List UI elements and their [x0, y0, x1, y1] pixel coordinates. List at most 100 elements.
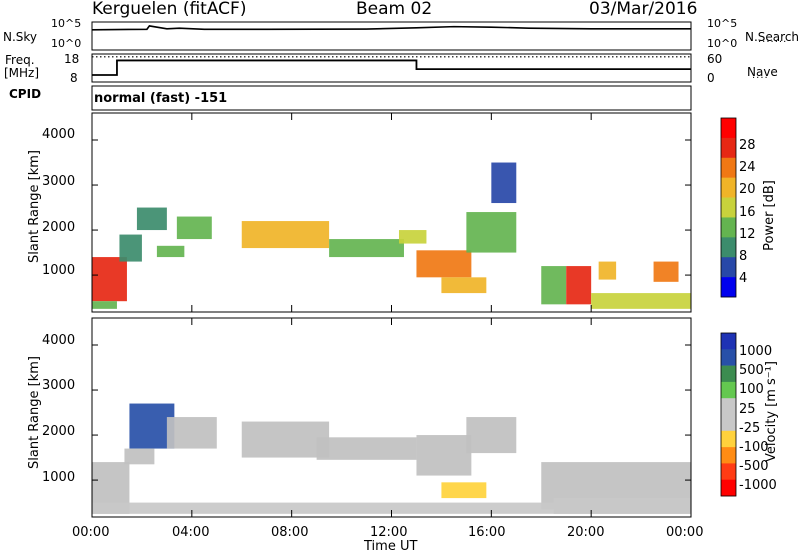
power-panel-frame	[91, 112, 692, 313]
velocity-ylabel: Slant Range [km]	[26, 356, 42, 469]
freq-panel-frame	[91, 53, 692, 83]
power-region-1	[92, 301, 117, 309]
velocity-cbar-frame	[720, 332, 737, 497]
power-region-10	[441, 277, 487, 294]
power-cbar-tick-8: 8	[739, 249, 748, 264]
velocity-cbar-swatch-1	[721, 349, 736, 366]
nave-legend-dots: ····	[752, 73, 769, 84]
velocity-cbar-swatch-2	[721, 365, 736, 383]
velocity-region-8	[466, 417, 517, 454]
freq-tick-bottom: 8	[70, 71, 78, 85]
power-region-0	[92, 257, 127, 302]
power-ylabel: Slant Range [km]	[26, 150, 42, 263]
power-cbar-swatch-5	[721, 217, 736, 238]
x-axis-label: Time UT	[364, 539, 418, 554]
freq-label-line1: Freq.	[5, 53, 35, 67]
xtick-0000: 00:00	[72, 525, 110, 540]
power-region-16	[591, 293, 691, 309]
nsky-series-line	[91, 25, 691, 31]
velocity-region-7	[441, 482, 487, 499]
power-cbar-swatch-4	[721, 197, 736, 218]
velocity-cbar-swatch-3	[721, 381, 736, 399]
velocity-region-5	[316, 437, 417, 460]
velocity-cbar-swatch-5	[721, 414, 736, 432]
velocity-cbar-tick-500: 500	[739, 363, 764, 378]
power-ytick-1000: 1000	[42, 263, 76, 278]
beam-title: Beam 02	[356, 0, 433, 19]
velocity-ytick-3000: 3000	[42, 378, 76, 393]
power-region-9	[416, 250, 472, 278]
velocity-cbar-label: Velocity [m s⁻¹]	[763, 361, 779, 462]
power-region-5	[176, 216, 212, 240]
velocity-cbar-swatch-8	[721, 463, 736, 480]
power-region-11	[466, 212, 517, 253]
power-cbar-tick-20: 20	[739, 182, 756, 197]
power-cbar-frame	[720, 117, 737, 298]
cpid-panel-frame	[91, 85, 692, 111]
xtick-2000: 20:00	[567, 525, 605, 540]
velocity-ytick-4000: 4000	[42, 333, 76, 348]
power-ytick-3000: 3000	[42, 174, 76, 189]
nsearch-tick-top: 10^5	[707, 17, 738, 30]
power-cbar-swatch-3	[721, 177, 736, 198]
freq-tick-top: 18	[64, 52, 80, 66]
velocity-region-2	[124, 448, 155, 465]
nsearch-legend-dots: ·······	[758, 37, 788, 48]
power-region-6	[241, 221, 330, 249]
date-title: 03/Mar/2016	[589, 0, 698, 19]
power-cbar-swatch-0	[721, 118, 736, 139]
power-region-13	[541, 266, 567, 305]
power-region-3	[136, 207, 167, 231]
nsearch-label: N.Search	[745, 30, 800, 44]
nsearch-tick-bottom: 10^0	[707, 37, 738, 50]
velocity-cbar-tick-neg1000: -1000	[739, 478, 777, 493]
nsky-tick-top: 10^5	[51, 17, 82, 30]
nave-tick-bottom: 0	[707, 71, 715, 85]
power-cbar-tick-16: 16	[739, 205, 756, 220]
velocity-cbar-tick-neg100: -100	[739, 440, 769, 455]
power-region-14	[566, 266, 592, 305]
xtick-1200: 12:00	[370, 525, 408, 540]
xtick-1600: 16:00	[468, 525, 506, 540]
velocity-ytick-2000: 2000	[42, 424, 76, 439]
velocity-region-6	[416, 435, 472, 476]
nave-tick-top: 60	[707, 52, 723, 66]
xtick-2400: 00:00	[666, 525, 704, 540]
velocity-cbar-swatch-7	[721, 447, 736, 464]
power-cbar-swatch-7	[721, 257, 736, 278]
velocity-cbar-swatch-9	[721, 479, 736, 497]
station-title: Kerguelen (fitACF)	[92, 0, 247, 19]
power-cbar-swatch-2	[721, 157, 736, 178]
nsky-tick-bottom: 10^0	[51, 37, 82, 50]
power-cbar-tick-12: 12	[739, 227, 756, 242]
velocity-cbar-tick-neg500: -500	[739, 459, 769, 474]
nave-label: Nave	[747, 65, 778, 79]
power-cbar-label: Power [dB]	[761, 180, 777, 251]
cpid-label: CPID	[9, 87, 42, 101]
power-region-2	[119, 234, 142, 262]
freq-label-line2: [MHz]	[4, 66, 40, 80]
velocity-panel-frame	[91, 317, 692, 518]
xtick-0400: 04:00	[172, 525, 210, 540]
velocity-cbar-tick-neg25: -25	[739, 421, 761, 436]
power-cbar-swatch-1	[721, 137, 736, 159]
power-region-8	[398, 230, 427, 244]
nsky-panel-frame	[91, 21, 692, 51]
xtick-0800: 08:00	[271, 525, 309, 540]
power-cbar-tick-24: 24	[739, 160, 756, 175]
power-region-17	[653, 261, 679, 282]
velocity-ytick-1000: 1000	[42, 470, 76, 485]
velocity-cbar-swatch-6	[721, 430, 736, 448]
velocity-cbar-tick-25: 25	[739, 402, 756, 417]
velocity-cbar-swatch-4	[721, 398, 736, 415]
power-region-4	[156, 245, 185, 258]
velocity-cbar-tick-1000: 1000	[739, 344, 773, 359]
velocity-region-11	[92, 502, 691, 514]
power-cbar-tick-28: 28	[739, 138, 756, 153]
power-region-7	[329, 239, 404, 258]
velocity-region-4	[241, 421, 330, 458]
power-region-15	[598, 261, 617, 280]
power-cbar-swatch-6	[721, 237, 736, 258]
